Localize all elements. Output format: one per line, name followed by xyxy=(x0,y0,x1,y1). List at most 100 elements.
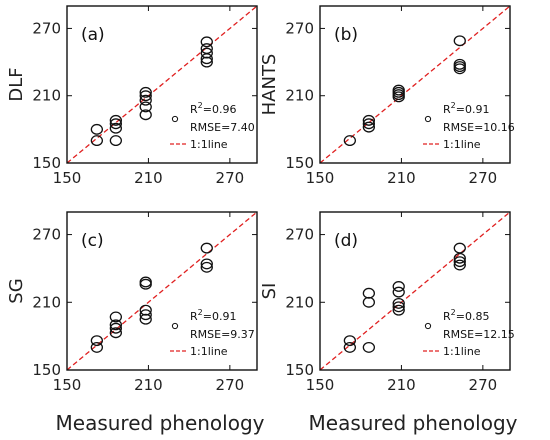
data-point xyxy=(200,258,213,270)
data-point xyxy=(392,301,405,313)
x-tick-label: 210 xyxy=(387,376,416,394)
r-squared-label: R2=0.91 xyxy=(443,101,489,116)
data-point xyxy=(362,114,376,126)
legend-line-label: 1:1line xyxy=(190,138,228,151)
data-point xyxy=(109,327,123,339)
data-point xyxy=(109,122,123,134)
x-tick-label: 150 xyxy=(53,376,82,394)
data-point xyxy=(139,276,152,288)
data-point xyxy=(90,123,104,135)
data-point xyxy=(343,335,357,347)
x-tick-label: 150 xyxy=(53,169,82,187)
scatter-panel: 150 210 270 150 210 270 SG (c) R2=0.91 RMSE=9.37 1… xyxy=(6,211,258,394)
data-point xyxy=(200,261,213,273)
data-point xyxy=(139,101,152,113)
data-point xyxy=(139,90,152,102)
data-point xyxy=(109,322,123,334)
rmse-label: RMSE=12.15 xyxy=(443,328,515,341)
y-tick-label: 210 xyxy=(285,293,314,311)
x-tick-label: 270 xyxy=(469,169,498,187)
data-point xyxy=(392,84,405,96)
data-point xyxy=(200,47,213,59)
y-tick-label: 270 xyxy=(285,226,314,244)
data-point xyxy=(343,135,357,147)
plot-frame xyxy=(319,211,511,371)
data-point xyxy=(362,296,376,308)
one-to-one-line xyxy=(320,212,510,370)
panel-label: (c) xyxy=(81,231,104,251)
plot-frame xyxy=(66,5,258,164)
rmse-label: RMSE=10.16 xyxy=(443,121,515,134)
x-axis-label-right: Measured phenology xyxy=(309,411,518,435)
data-point xyxy=(109,114,123,126)
data-point xyxy=(392,286,405,298)
legend-marker xyxy=(171,322,179,330)
data-point xyxy=(362,341,376,353)
data-point xyxy=(362,287,376,299)
y-tick-label: 210 xyxy=(285,87,314,105)
rmse-label: RMSE=7.40 xyxy=(190,121,255,134)
y-tick-label: 210 xyxy=(32,87,61,105)
data-point xyxy=(453,259,466,271)
data-point xyxy=(109,118,123,130)
data-point xyxy=(90,341,104,353)
scatter-panel: 150 210 270 150 210 270 DLF (a) R2=0.96 RMSE=7.40… xyxy=(6,5,258,187)
data-point xyxy=(200,43,213,55)
data-point xyxy=(139,86,152,98)
one-to-one-line xyxy=(67,212,257,370)
y-axis-label: SG xyxy=(6,278,27,303)
plot-frame xyxy=(66,211,258,371)
data-point xyxy=(200,36,213,48)
data-point xyxy=(343,341,357,353)
y-axis-label: DLF xyxy=(6,67,27,101)
data-point xyxy=(139,309,152,321)
y-tick-label: 270 xyxy=(285,19,314,37)
data-point xyxy=(139,109,152,121)
x-tick-label: 150 xyxy=(306,376,335,394)
data-point xyxy=(109,311,123,323)
one-to-one-line xyxy=(320,6,510,163)
data-point xyxy=(453,35,466,47)
data-point xyxy=(453,256,466,268)
one-to-one-line xyxy=(67,6,257,163)
y-tick-label: 150 xyxy=(32,154,61,172)
legend-marker xyxy=(171,115,179,123)
data-point xyxy=(453,61,466,73)
data-point xyxy=(90,335,104,347)
data-point xyxy=(392,304,405,316)
y-axis-label: SI xyxy=(259,283,280,300)
plot-frame xyxy=(319,5,511,164)
data-point xyxy=(139,304,152,316)
y-tick-label: 210 xyxy=(32,293,61,311)
panel-label: (b) xyxy=(334,25,358,45)
scatter-panel: 150 210 270 150 210 270 HANTS (b) R2=0.91 RMSE=10… xyxy=(259,5,515,187)
data-point xyxy=(200,242,213,254)
legend-marker xyxy=(424,322,432,330)
y-tick-label: 270 xyxy=(32,19,61,37)
scatter-panel: 150 210 270 150 210 270 SI (d) R2=0.85 RMSE=12.15… xyxy=(259,211,515,394)
y-tick-label: 150 xyxy=(32,361,61,379)
x-tick-label: 270 xyxy=(216,376,245,394)
data-point xyxy=(139,94,152,106)
data-point xyxy=(139,278,152,290)
legend-line-label: 1:1line xyxy=(190,345,228,358)
data-point xyxy=(362,121,376,133)
y-tick-label: 150 xyxy=(285,154,314,172)
y-axis-label: HANTS xyxy=(259,54,280,116)
r-squared-label: R2=0.85 xyxy=(443,308,489,323)
data-point xyxy=(392,297,405,309)
rmse-label: RMSE=9.37 xyxy=(190,328,255,341)
legend-marker xyxy=(424,115,432,123)
x-tick-label: 210 xyxy=(387,169,416,187)
x-axis-label-left: Measured phenology xyxy=(56,411,265,435)
x-tick-label: 150 xyxy=(306,169,335,187)
legend-line-label: 1:1line xyxy=(443,345,481,358)
panel-label: (d) xyxy=(334,231,358,251)
r-squared-label: R2=0.96 xyxy=(190,101,236,116)
y-tick-label: 150 xyxy=(285,361,314,379)
x-tick-label: 210 xyxy=(134,169,163,187)
panel-label: (a) xyxy=(81,25,105,45)
legend-line-label: 1:1line xyxy=(443,138,481,151)
data-point xyxy=(90,135,104,147)
